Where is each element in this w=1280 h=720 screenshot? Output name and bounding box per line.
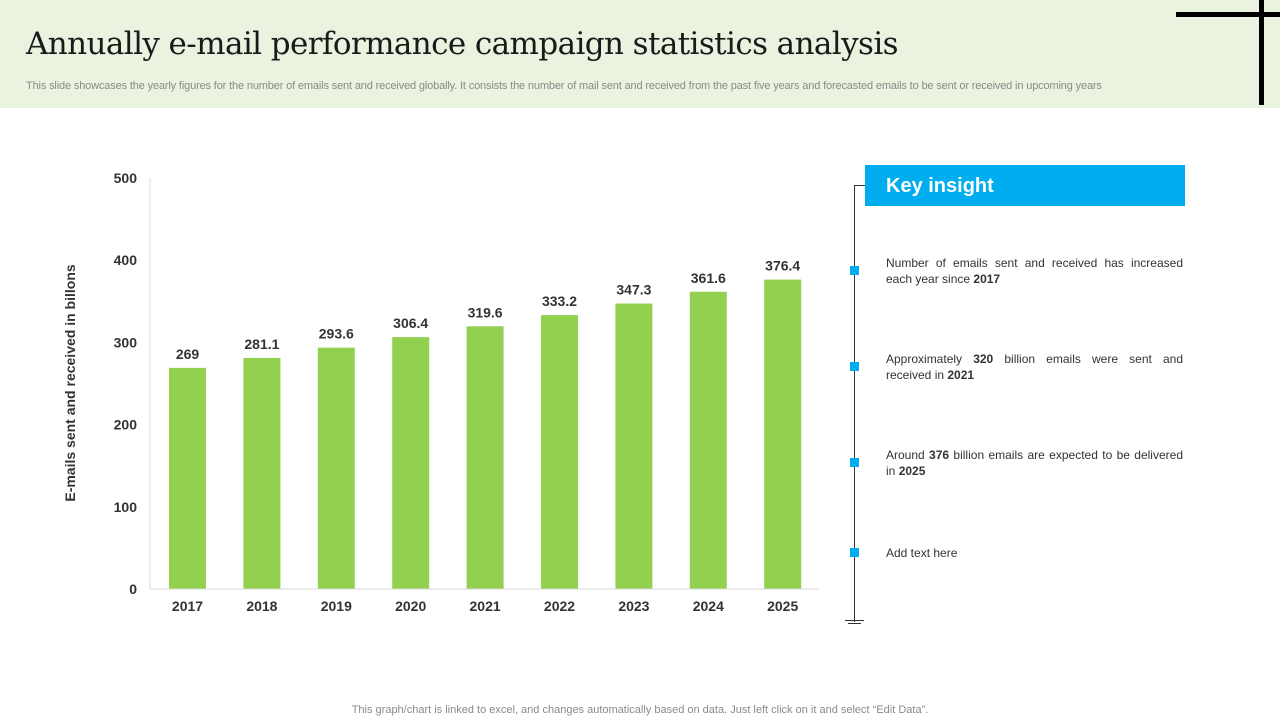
bar-2025[interactable] [764, 279, 802, 589]
bar-value-labels: 269 281.1 293.6 306.4 319.6 333.2 347.3 361.6 37… [176, 258, 801, 362]
timeline-base [845, 620, 864, 621]
insight-text-fragment: 320 [973, 352, 994, 366]
bar-2020[interactable] [392, 337, 430, 589]
y-axis-title: E-mails sent and received in billons [62, 264, 78, 502]
y-tick-label: 100 [114, 499, 138, 515]
x-axis-ticks: 2017 2018 2019 2020 2021 2022 2023 2024 2025 [172, 598, 799, 614]
corner-decoration-vertical [1259, 0, 1264, 105]
x-tick-label: 2020 [395, 598, 426, 614]
y-tick-label: 400 [114, 252, 138, 268]
bar-value-label: 347.3 [616, 282, 651, 298]
insight-text-fragment: 2025 [898, 464, 926, 478]
bar-value-label: 306.4 [393, 315, 428, 331]
timeline-bullet-3 [850, 458, 859, 467]
insight-item-3[interactable]: Around 376 billion emails are expected t… [886, 447, 1183, 479]
x-tick-label: 2025 [767, 598, 798, 614]
timeline-connector [854, 185, 865, 186]
key-insight-title: Key insight [886, 175, 994, 197]
bar-value-label: 333.2 [542, 293, 577, 309]
x-tick-label: 2022 [544, 598, 575, 614]
y-tick-label: 500 [114, 170, 138, 186]
x-tick-label: 2021 [470, 598, 501, 614]
bar-value-label: 376.4 [765, 258, 800, 274]
bar-2023[interactable] [615, 303, 653, 589]
footer-note: This graph/chart is linked to excel, and… [351, 704, 929, 716]
bar-2022[interactable] [541, 315, 578, 589]
insight-text-fragment: billion emails are expected to be delive… [886, 448, 1183, 478]
bar-2019[interactable] [317, 347, 355, 589]
bar-value-label: 281.1 [244, 336, 279, 352]
insight-text-fragment: Add text here [886, 546, 958, 560]
bar-2018[interactable] [243, 357, 281, 589]
timeline-bullet-2 [850, 362, 859, 371]
header-banner: Annually e-mail performance campaign sta… [0, 0, 1280, 108]
insight-text-fragment: billion emails were sent and received in [886, 352, 1183, 382]
bar-chart[interactable]: 0 100 200 300 400 500 269 281.1 293.6 306.4 319.6… [0, 0, 840, 640]
corner-decoration-horizontal [1176, 12, 1280, 17]
key-insight-header: Key insight [865, 165, 1185, 206]
bar-value-label: 319.6 [468, 304, 503, 320]
timeline-bullet-4 [850, 548, 859, 557]
timeline-base-inner [848, 623, 861, 624]
bar-value-label: 361.6 [691, 270, 726, 286]
x-tick-label: 2023 [618, 598, 649, 614]
insight-text-fragment: Around [886, 448, 930, 462]
x-tick-label: 2017 [172, 598, 203, 614]
y-tick-label: 0 [129, 581, 137, 597]
insight-text-fragment: 2021 [947, 368, 975, 382]
bar-2021[interactable] [466, 326, 504, 589]
insight-text-fragment: 376 [929, 448, 950, 462]
timeline-line [854, 185, 855, 622]
bar-value-label: 293.6 [319, 326, 354, 342]
bar-value-label: 269 [176, 346, 200, 362]
y-axis-ticks: 0 100 200 300 400 500 [114, 170, 138, 597]
y-tick-label: 300 [114, 334, 138, 350]
timeline-bullet-1 [850, 266, 859, 275]
x-tick-label: 2024 [693, 598, 724, 614]
insight-item-4[interactable]: Add text here [886, 545, 1183, 561]
page-subtitle: This slide showcases the yearly figures … [26, 80, 1102, 92]
bar-2024[interactable] [689, 291, 727, 589]
x-tick-label: 2019 [321, 598, 352, 614]
chart-bars [169, 279, 802, 589]
insight-text-fragment: Number of emails sent and received has i… [886, 256, 1183, 286]
y-tick-label: 200 [114, 417, 138, 433]
insight-item-1[interactable]: Number of emails sent and received has i… [886, 255, 1183, 287]
x-tick-label: 2018 [246, 598, 277, 614]
insight-item-2[interactable]: Approximately 320 billion emails were se… [886, 351, 1183, 383]
insight-text-fragment: Approximately [886, 352, 974, 366]
bar-2017[interactable] [169, 367, 206, 589]
insight-text-fragment: 2017 [973, 272, 1001, 286]
page-title: Annually e-mail performance campaign sta… [26, 26, 899, 62]
